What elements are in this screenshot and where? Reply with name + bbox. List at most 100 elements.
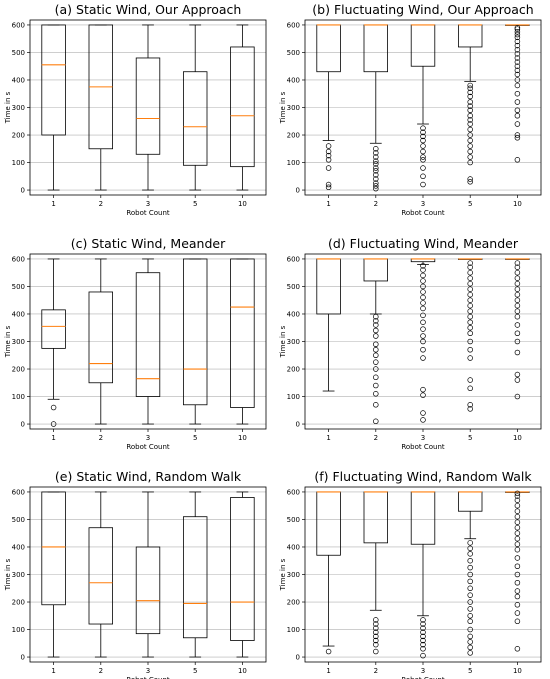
iqr-box [135, 57, 161, 155]
outlier-point [514, 63, 521, 69]
outlier-point [514, 107, 521, 114]
outlier-point [373, 374, 379, 381]
outlier-point [467, 121, 473, 127]
outlier-point [467, 385, 473, 392]
y-tick-label: 500 [287, 283, 300, 291]
y-tick-label: 600 [12, 21, 25, 29]
outlier-point [467, 117, 473, 123]
outlier-point [467, 347, 473, 353]
outlier-point [373, 621, 379, 627]
box-5 [182, 24, 208, 191]
outlier-point [420, 283, 426, 290]
outlier-point [420, 289, 426, 295]
y-tick-label: 300 [12, 104, 25, 112]
outlier-point [373, 165, 379, 171]
outlier-point [373, 347, 379, 353]
x-tick-label: 1 [51, 434, 55, 442]
box-2 [363, 24, 389, 192]
outlier-point [514, 530, 521, 536]
outlier-point [514, 82, 521, 89]
outlier-point [514, 322, 521, 328]
outlier-point [514, 371, 521, 378]
outlier-point [420, 263, 426, 269]
panel-4: (d) Fluctuating Wind, Meander 0 100 200 300 4… [279, 236, 542, 451]
box-10 [505, 490, 530, 652]
outlier-point [467, 297, 473, 303]
x-tick-label: 5 [468, 434, 472, 442]
outlier-point [514, 59, 521, 65]
box-1 [316, 491, 341, 655]
outlier-point [514, 34, 521, 41]
y-tick-label: 600 [287, 21, 300, 29]
outlier-point [514, 42, 521, 49]
outlier-point [467, 99, 473, 105]
outlier-point [467, 626, 473, 633]
outlier-point [467, 355, 473, 361]
outlier-point [420, 617, 426, 623]
outlier-point [514, 571, 521, 578]
x-axis-label: Robot Count [126, 209, 170, 217]
y-tick-label: 100 [287, 393, 300, 401]
outlier-point [467, 578, 473, 585]
box-1 [41, 258, 66, 427]
y-tick-label: 400 [12, 543, 25, 551]
outlier-point [420, 629, 426, 636]
x-axis-label: Robot Count [126, 443, 170, 451]
outlier-point [420, 355, 426, 361]
y-tick-label: 300 [287, 104, 300, 112]
box-5 [457, 24, 483, 185]
outlier-point [514, 260, 521, 266]
outlier-point [467, 633, 473, 640]
y-tick-label: 300 [12, 571, 25, 579]
x-tick-label: 3 [146, 667, 150, 675]
box-3 [135, 258, 161, 425]
outlier-point [420, 154, 426, 160]
outlier-point [373, 391, 379, 397]
outlier-point [420, 133, 426, 140]
x-tick-label: 1 [326, 200, 330, 208]
iqr-box [41, 24, 66, 136]
y-tick-label: 200 [12, 366, 25, 374]
outlier-point [420, 637, 426, 644]
outlier-point [467, 319, 473, 325]
outlier-point [467, 639, 473, 645]
box-10 [505, 258, 530, 400]
x-tick-label: 2 [374, 667, 378, 675]
y-axis-label: Time in s [279, 325, 287, 358]
x-tick-label: 5 [468, 667, 472, 675]
iqr-box [363, 491, 389, 544]
y-tick-label: 0 [21, 187, 25, 195]
panel-1: (a) Static Wind, Our Approach 0 100 200 300 4… [4, 2, 267, 217]
outlier-point [373, 352, 379, 359]
x-tick-label: 5 [193, 200, 197, 208]
iqr-box [316, 491, 341, 556]
outlier-point [373, 322, 379, 328]
outlier-point [514, 493, 521, 499]
outlier-point [373, 359, 379, 365]
outlier-point [514, 588, 521, 594]
outlier-point [373, 382, 379, 389]
outlier-point [420, 272, 426, 279]
outlier-point [514, 38, 521, 45]
x-tick-label: 1 [51, 667, 55, 675]
y-tick-label: 0 [296, 654, 300, 662]
outlier-point [514, 338, 521, 345]
x-tick-label: 10 [238, 667, 247, 675]
outlier-point [373, 341, 379, 348]
outlier-point [514, 29, 521, 35]
iqr-box [457, 24, 483, 48]
y-tick-label: 500 [287, 49, 300, 57]
panel-title: (b) Fluctuating Wind, Our Approach [312, 2, 533, 17]
outlier-point [514, 264, 521, 270]
outlier-point [373, 637, 379, 644]
outlier-point [325, 181, 332, 188]
x-tick-label: 2 [99, 434, 103, 442]
outlier-point [373, 313, 379, 320]
outlier-point [514, 313, 521, 320]
y-tick-label: 400 [287, 310, 300, 318]
outlier-point [514, 555, 521, 561]
y-tick-label: 100 [287, 626, 300, 634]
outlier-point [467, 324, 473, 331]
outlier-point [467, 291, 473, 298]
outlier-point [514, 113, 521, 119]
